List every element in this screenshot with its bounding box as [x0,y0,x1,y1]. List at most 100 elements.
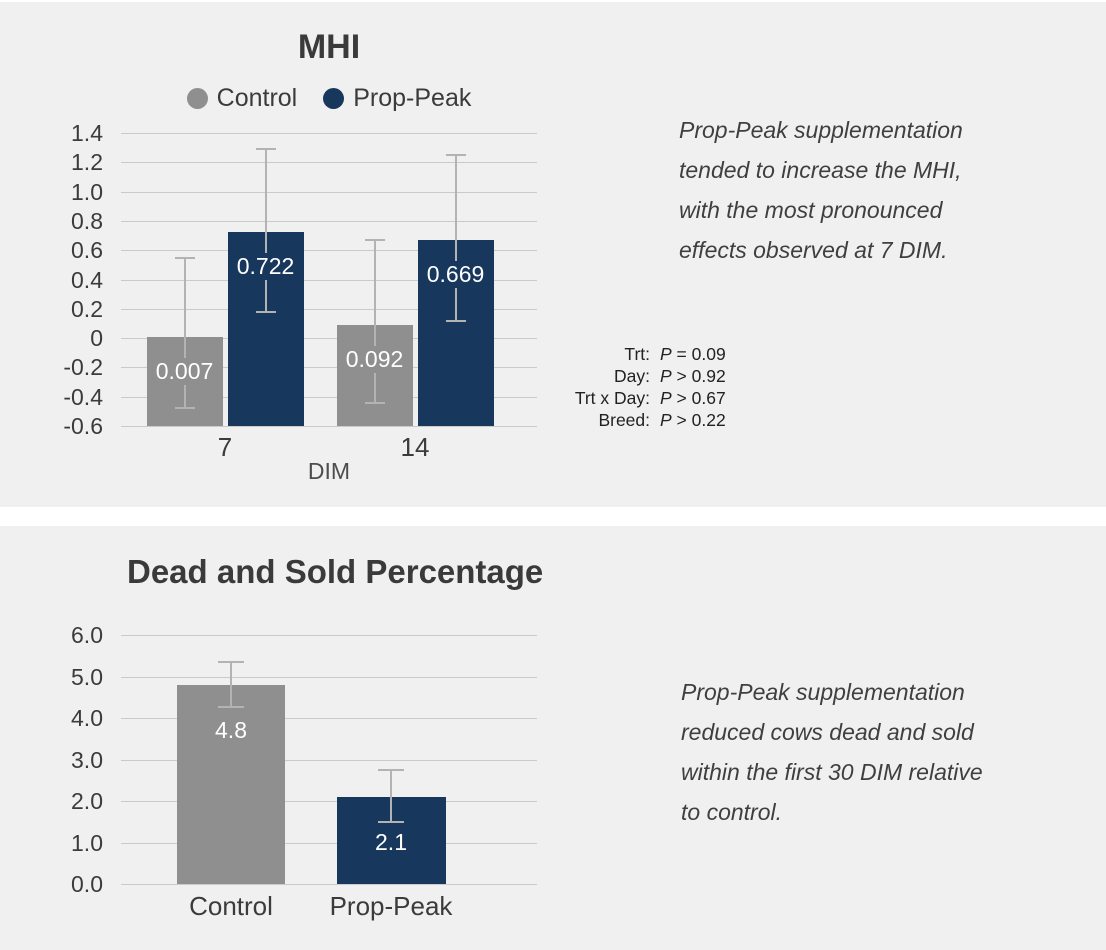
x-category-label: 7 [217,432,233,462]
gridline [121,718,537,719]
y-axis-tick-label: 0.8 [71,208,103,234]
error-bar-cap [218,705,244,708]
error-bar-prop-peak-14 [454,154,457,321]
gridline [121,426,537,427]
gridline [121,221,537,222]
y-axis-tick-label: 0.4 [71,267,103,293]
x-category-label: 14 [400,432,430,462]
mhi-chart-title: MHI [297,28,361,66]
stat-p-value: P > 0.22 [660,410,726,430]
y-axis-tick-label: 0.2 [71,296,103,322]
error-bar-prop-peak [390,769,392,823]
gridline [121,192,537,193]
error-bar-cap [378,768,404,771]
y-axis-tick-label: 6.0 [71,622,103,648]
error-bar-cap [378,821,404,824]
gridline [121,338,537,339]
stat-label: Breed: [598,410,650,430]
control-dot-icon [186,87,208,109]
gridline [121,162,537,163]
gridline [121,760,537,761]
error-bar-cap [445,319,466,322]
legend-label: Control [216,83,298,112]
stat-label: Trt x Day: [574,388,650,408]
gridline [121,309,537,310]
gridline [121,367,537,368]
y-axis-tick-label: 0.0 [71,871,103,897]
error-bar-cap [255,148,276,151]
stat-label: Day: [614,366,650,386]
annotation-line: effects observed at 7 DIM. [679,237,948,263]
stat-row: Day: P > 0.92 [545,365,775,387]
annotation-line: with the most pronounced [679,197,943,223]
y-axis-tick-label: 1.0 [71,179,103,205]
y-axis-tick-label: 4.0 [71,705,103,731]
legend-item-control: Control [186,83,298,113]
mhi-p-value-stats: Trt: P = 0.09 Day: P > 0.92 Trt x Day: P > 0.… [545,343,775,431]
gridline [121,635,537,636]
y-axis-tick-label: -0.6 [63,413,103,439]
y-axis-tick-label: 2.0 [71,788,103,814]
bar-value-label: 0.722 [232,253,299,281]
bar-value-label: 0.669 [422,261,489,289]
y-axis-tick-label: 1.0 [71,830,103,856]
y-axis-tick-label: 1.2 [71,149,103,175]
annotation-line: Prop-Peak supplementation [679,117,963,143]
stat-row: Trt x Day: P > 0.67 [545,387,775,409]
gridline [121,397,537,398]
x-category-label: Control [189,891,273,921]
stat-row: Breed: P > 0.22 [545,409,775,431]
error-bar-cap [174,407,195,410]
dead-sold-chart-title: Dead and Sold Percentage [127,553,544,590]
x-category-label: Prop-Peak [329,891,453,921]
bar-value-label: 4.8 [211,716,251,744]
gridline [121,250,537,251]
gridline [121,801,537,802]
error-bar-cap [445,153,466,156]
annotation-line: Prop-Peak supplementation [681,679,965,705]
stat-row: Trt: P = 0.09 [545,343,775,365]
legend-item-prop-peak: Prop-Peak [323,84,471,113]
error-bar-prop-peak-7 [264,149,267,312]
stat-p-value: P = 0.09 [660,344,726,364]
error-bar-control [230,661,232,707]
legend-label: Prop-Peak [353,83,472,112]
stat-p-value: P > 0.92 [660,366,726,386]
error-bar-cap [255,310,276,313]
error-bar-cap [218,660,244,663]
annotation-line: within the first 30 DIM relative [681,759,983,785]
prop-peak-dot-icon [323,87,345,109]
stat-p-value: P > 0.67 [660,388,726,408]
dead-sold-annotation: Prop-Peak supplementation reduced cows de… [681,672,983,832]
mhi-legend: Control Prop-Peak [129,84,529,112]
gridline [121,280,537,281]
y-axis-tick-label: 1.4 [71,120,103,146]
x-axis-title: DIM [307,458,351,484]
y-axis-tick-label: -0.2 [63,354,103,380]
mhi-annotation: Prop-Peak supplementation tended to incre… [679,110,963,270]
gridline [121,133,537,134]
stat-label: Trt: [624,344,650,364]
bar-control [177,684,285,884]
error-bar-control-7 [183,257,186,409]
error-bar-cap [364,401,385,404]
bar-value-label: 2.1 [371,828,411,856]
annotation-line: to control. [681,799,782,825]
y-axis-tick-label: 0 [90,325,103,351]
gridline [121,843,537,844]
annotation-line: reduced cows dead and sold [681,719,974,745]
bar-value-label: 0.007 [151,358,218,386]
bar-value-label: 0.092 [341,345,408,373]
error-bar-cap [174,256,195,259]
gridline [121,677,537,678]
annotation-line: tended to increase the MHI, [679,157,962,183]
y-axis-tick-label: 5.0 [71,664,103,690]
gridline [121,884,537,885]
error-bar-control-14 [373,239,376,403]
y-axis-tick-label: 0.6 [71,237,103,263]
error-bar-cap [364,238,385,241]
y-axis-tick-label: -0.4 [63,384,103,410]
